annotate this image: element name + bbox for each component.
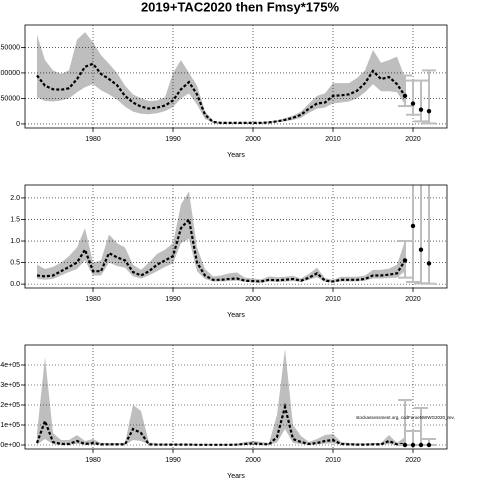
projection-point	[418, 442, 424, 448]
projection-point	[402, 258, 408, 263]
plot-area	[25, 345, 447, 449]
projection-point	[426, 442, 432, 448]
y-tick-label: 2.0	[10, 195, 20, 202]
x-tick-label: 2010	[325, 457, 341, 464]
x-axis-label: Years	[227, 152, 245, 159]
y-tick-label: 4e+05	[0, 362, 20, 369]
x-tick-label: 1980	[85, 457, 101, 464]
x-tick-label: 2000	[245, 457, 261, 464]
y-tick-label: 150000	[0, 44, 20, 51]
x-tick-label: 2020	[405, 296, 421, 303]
y-tick-label: 1.0	[10, 238, 20, 245]
projection-point	[410, 101, 416, 106]
x-tick-label: 2000	[245, 136, 261, 143]
annotation: stockassessment.org, codFaroeNWWG2020_re…	[356, 415, 455, 420]
median-line	[35, 402, 406, 446]
y-tick-label: 1e+05	[0, 422, 20, 429]
x-tick-label: 1980	[85, 296, 101, 303]
x-tick-label: 1980	[85, 136, 101, 143]
x-axis-label: Years	[227, 312, 245, 319]
projection-point	[402, 93, 408, 99]
plot-area	[25, 25, 447, 128]
plot-frame	[24, 24, 448, 129]
plot-area	[25, 185, 447, 288]
plot-frame	[24, 184, 448, 289]
projection-point	[418, 247, 424, 252]
y-tick-label: 100000	[0, 70, 20, 77]
median-line	[36, 217, 406, 283]
projection-point	[426, 261, 432, 266]
chart-title: 2019+TAC2020 then Fmsy*175%	[141, 0, 340, 14]
projection-point	[426, 108, 432, 114]
x-tick-label: 2010	[325, 296, 341, 303]
plot-frame	[24, 344, 448, 450]
projection-point	[402, 442, 408, 448]
projection-point	[418, 107, 424, 112]
median-line	[36, 62, 406, 125]
projection-point	[410, 442, 416, 448]
x-tick-label: 2000	[245, 296, 261, 303]
y-tick-label: 50000	[1, 95, 21, 102]
y-tick-label: 0.0	[10, 281, 20, 288]
confidence-band	[37, 191, 405, 283]
x-tick-label: 1990	[165, 136, 181, 143]
x-tick-label: 2020	[405, 136, 421, 143]
x-tick-label: 2020	[405, 457, 421, 464]
y-tick-label: 1.5	[10, 216, 20, 223]
y-tick-label: 0e+00	[0, 442, 20, 449]
y-tick-label: 0.5	[10, 259, 20, 266]
y-tick-label: 2e+05	[0, 402, 20, 409]
y-tick-label: 0	[16, 121, 20, 128]
x-tick-label: 1990	[165, 457, 181, 464]
x-tick-label: 1990	[165, 296, 181, 303]
y-tick-label: 3e+05	[0, 382, 20, 389]
x-axis-label: Years	[227, 473, 245, 480]
projection-point	[410, 223, 416, 229]
x-tick-label: 2010	[325, 136, 341, 143]
